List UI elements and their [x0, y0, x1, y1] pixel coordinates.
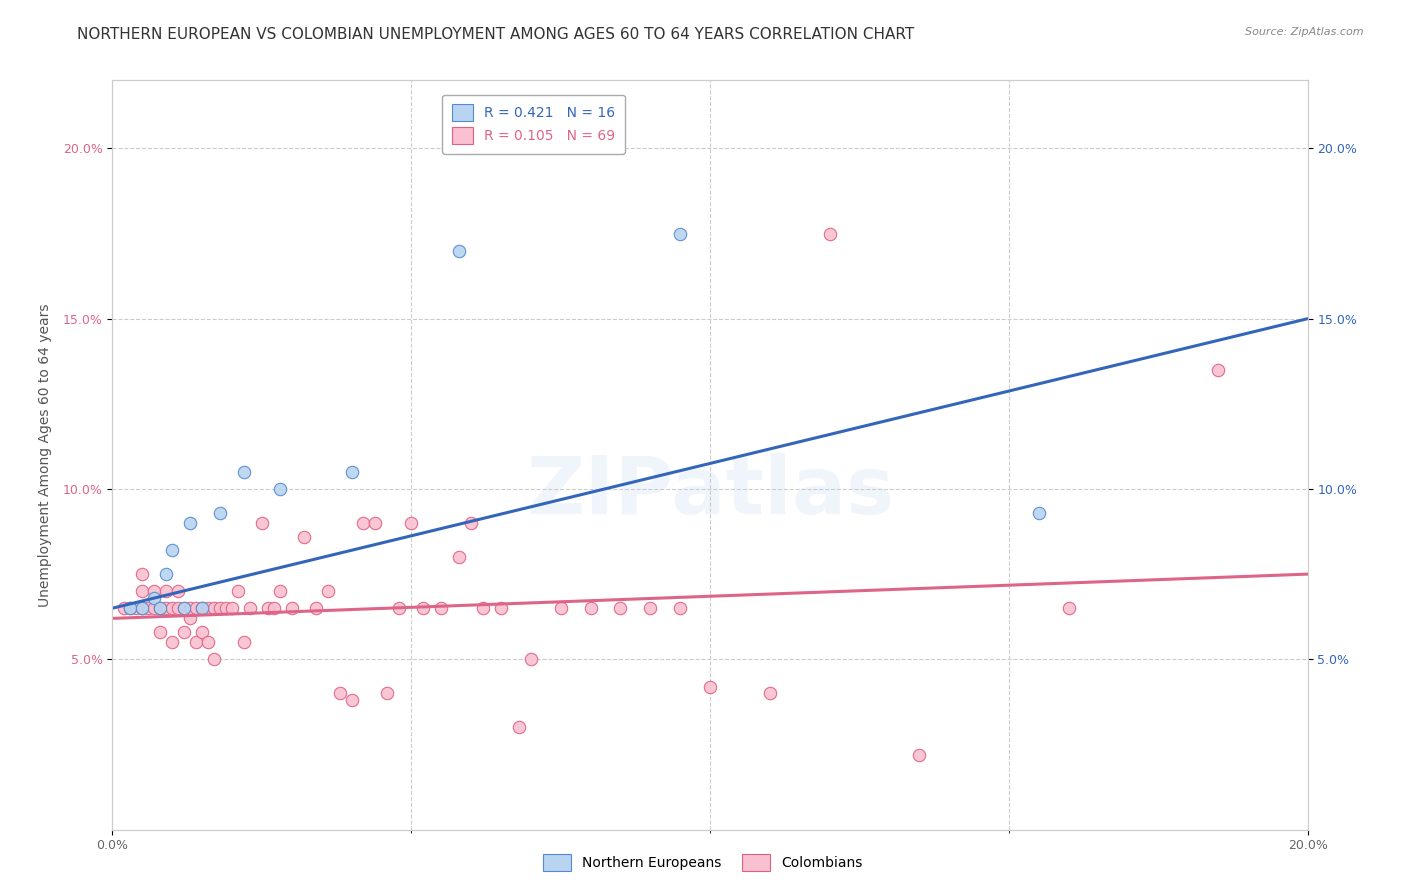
Point: [186, 635, 208, 649]
Point: [669, 227, 692, 241]
Point: [329, 686, 352, 700]
Point: [179, 516, 201, 530]
Text: ZIPatlas: ZIPatlas: [526, 453, 894, 532]
Point: [640, 601, 662, 615]
Point: [197, 635, 219, 649]
Point: [221, 601, 243, 615]
Point: [233, 635, 256, 649]
Point: [149, 625, 172, 640]
Point: [120, 601, 142, 615]
Point: [215, 601, 238, 615]
Point: [143, 601, 166, 615]
Point: [233, 465, 256, 479]
Point: [239, 601, 262, 615]
Point: [131, 601, 153, 615]
Point: [489, 601, 512, 615]
Point: [699, 680, 721, 694]
Point: [167, 601, 190, 615]
Point: [162, 601, 183, 615]
Point: [125, 601, 148, 615]
Point: [430, 601, 453, 615]
Point: [143, 591, 166, 605]
Point: [412, 601, 434, 615]
Point: [162, 543, 183, 558]
Point: [131, 584, 153, 599]
Point: [191, 601, 214, 615]
Point: [908, 747, 931, 762]
Point: [257, 601, 280, 615]
Point: [191, 625, 214, 640]
Point: [226, 584, 249, 599]
Point: [472, 601, 495, 615]
Text: NORTHERN EUROPEAN VS COLOMBIAN UNEMPLOYMENT AMONG AGES 60 TO 64 YEARS CORRELATIO: NORTHERN EUROPEAN VS COLOMBIAN UNEMPLOYM…: [77, 27, 914, 42]
Point: [818, 227, 841, 241]
Point: [143, 584, 166, 599]
Point: [173, 601, 195, 615]
Point: [202, 601, 225, 615]
Point: [579, 601, 602, 615]
Point: [316, 584, 339, 599]
Point: [173, 625, 195, 640]
Point: [186, 601, 208, 615]
Point: [173, 601, 195, 615]
Point: [250, 516, 273, 530]
Point: [162, 635, 183, 649]
Y-axis label: Unemployment Among Ages 60 to 64 years: Unemployment Among Ages 60 to 64 years: [38, 303, 52, 607]
Point: [1028, 506, 1050, 520]
Point: [155, 584, 177, 599]
Point: [353, 516, 375, 530]
Point: [340, 465, 363, 479]
Point: [609, 601, 631, 615]
Point: [520, 652, 543, 666]
Point: [131, 601, 153, 615]
Point: [669, 601, 692, 615]
Point: [149, 601, 172, 615]
Point: [197, 601, 219, 615]
Point: [377, 686, 399, 700]
Point: [340, 693, 363, 707]
Point: [401, 516, 423, 530]
Point: [550, 601, 572, 615]
Point: [149, 601, 172, 615]
Point: [364, 516, 387, 530]
Point: [388, 601, 411, 615]
Point: [263, 601, 285, 615]
Point: [179, 611, 201, 625]
Point: [167, 584, 190, 599]
Point: [269, 584, 291, 599]
Point: [191, 601, 214, 615]
Point: [138, 601, 160, 615]
Point: [114, 601, 135, 615]
Point: [1057, 601, 1080, 615]
Point: [202, 652, 225, 666]
Point: [179, 601, 201, 615]
Point: [508, 720, 530, 734]
Legend: Northern Europeans, Colombians: Northern Europeans, Colombians: [537, 848, 869, 876]
Point: [131, 567, 153, 582]
Point: [305, 601, 328, 615]
Point: [449, 550, 471, 565]
Point: [209, 506, 232, 520]
Point: [449, 244, 471, 258]
Point: [155, 601, 177, 615]
Point: [209, 601, 232, 615]
Point: [292, 530, 315, 544]
Point: [759, 686, 782, 700]
Point: [281, 601, 304, 615]
Point: [120, 601, 142, 615]
Point: [155, 567, 177, 582]
Point: [460, 516, 482, 530]
Point: [269, 482, 291, 496]
Point: [1206, 363, 1229, 377]
Text: Source: ZipAtlas.com: Source: ZipAtlas.com: [1246, 27, 1364, 37]
Legend: R = 0.421   N = 16, R = 0.105   N = 69: R = 0.421 N = 16, R = 0.105 N = 69: [441, 95, 624, 153]
